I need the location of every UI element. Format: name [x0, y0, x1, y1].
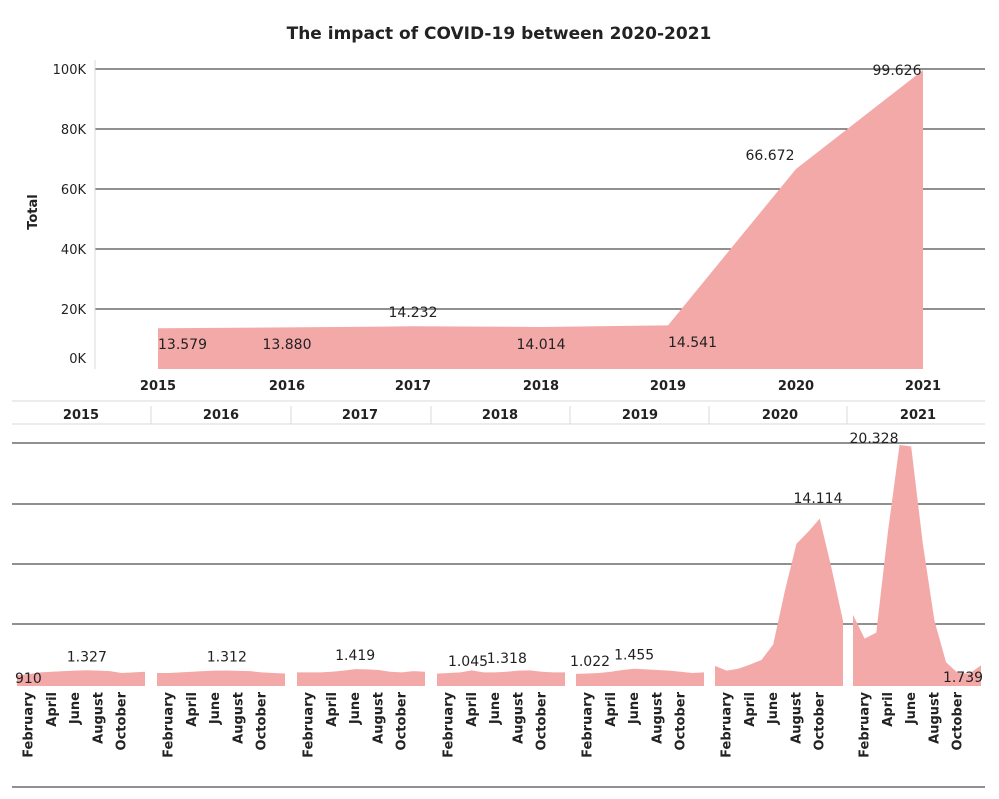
month-area-2019	[576, 668, 704, 686]
year-header: 2016	[203, 408, 239, 423]
month-tick-label: October	[674, 691, 689, 750]
month-data-label: 1.739	[943, 670, 983, 686]
y-tick-label: 40K	[61, 243, 87, 258]
month-data-label: 1.455	[614, 648, 654, 664]
month-tick-label: October	[395, 691, 410, 750]
month-tick-label: June	[348, 692, 363, 725]
top-chart: 0K 20K 40K 60K 80K 100K Total 2015 2016 2017 2018 2…	[12, 60, 985, 402]
x-tick-label: 2019	[650, 379, 686, 394]
month-data-label: 14.114	[794, 491, 843, 507]
month-tick-label: August	[927, 692, 942, 744]
x-tick-label: 2018	[523, 379, 559, 394]
month-data-label: 1.318	[487, 651, 527, 667]
month-tick-label: June	[904, 692, 919, 725]
month-tick-label: August	[650, 692, 665, 744]
month-tick-label: April	[325, 692, 340, 727]
month-area-2021	[853, 444, 981, 686]
year-header: 2015	[63, 408, 99, 423]
month-tick-label: October	[535, 691, 550, 750]
month-tick-label: April	[45, 692, 60, 727]
month-tick-label: October	[255, 691, 270, 750]
month-tick-label: October	[951, 691, 966, 750]
month-tick-label: August	[511, 692, 526, 744]
y-tick-label: 60K	[61, 183, 87, 198]
bottom-chart: 2015 February April June August October 2016 Fe…	[12, 406, 985, 788]
y-axis-title: Total	[26, 194, 41, 230]
month-tick-label: August	[231, 692, 246, 744]
y-tick-label: 100K	[53, 63, 87, 78]
month-tick-label: April	[743, 692, 758, 727]
month-tick-label: April	[465, 692, 480, 727]
data-label: 13.579	[158, 337, 207, 353]
year-header: 2021	[900, 408, 936, 423]
month-data-label: 1.312	[207, 649, 247, 665]
month-tick-label: February	[162, 691, 177, 757]
month-data-label: 1.419	[335, 648, 375, 664]
month-area-2016	[157, 670, 285, 686]
data-label: 14.541	[668, 335, 717, 351]
month-tick-label: February	[22, 691, 37, 757]
month-tick-label: April	[881, 692, 896, 727]
data-label: 14.014	[517, 337, 566, 353]
data-label: 14.232	[389, 305, 438, 321]
year-header: 2017	[342, 408, 378, 423]
month-tick-label: June	[627, 692, 642, 725]
year-header: 2019	[622, 408, 658, 423]
data-label: 13.880	[263, 337, 312, 353]
top-area-series	[158, 70, 923, 369]
data-label: 99.626	[873, 63, 922, 79]
month-tick-label: April	[185, 692, 200, 727]
chart-title: The impact of COVID-19 between 2020-2021	[287, 24, 712, 44]
x-tick-label: 2021	[905, 379, 941, 394]
month-tick-label: April	[604, 692, 619, 727]
y-tick-label: 20K	[61, 303, 87, 318]
year-header: 2018	[482, 408, 518, 423]
month-tick-label: October	[115, 691, 130, 750]
month-tick-label: February	[581, 691, 596, 757]
y-tick-label: 80K	[61, 123, 87, 138]
x-tick-label: 2017	[395, 379, 431, 394]
y-tick-label: 0K	[69, 352, 86, 367]
month-tick-label: June	[68, 692, 83, 725]
month-tick-label: February	[442, 691, 457, 757]
month-tick-label: June	[766, 692, 781, 725]
month-data-label: 910	[15, 671, 42, 687]
month-area-2020	[715, 518, 843, 686]
month-data-label: 20.328	[850, 431, 899, 447]
month-area-2017	[297, 669, 425, 686]
month-tick-label: October	[813, 691, 828, 750]
month-tick-label: August	[789, 692, 804, 744]
data-label: 66.672	[746, 148, 795, 164]
month-data-label: 1.045	[448, 654, 488, 670]
month-data-label: 1.327	[67, 649, 107, 665]
month-tick-label: June	[488, 692, 503, 725]
month-tick-label: February	[302, 691, 317, 757]
month-tick-label: February	[858, 691, 873, 757]
month-tick-label: February	[720, 691, 735, 757]
month-area-2015	[17, 670, 145, 686]
x-tick-label: 2020	[778, 379, 814, 394]
x-tick-label: 2016	[269, 379, 305, 394]
year-header: 2020	[762, 408, 798, 423]
month-tick-label: June	[208, 692, 223, 725]
month-area-2018	[437, 670, 565, 686]
month-tick-label: August	[91, 692, 106, 744]
x-tick-label: 2015	[140, 379, 176, 394]
month-tick-label: August	[371, 692, 386, 744]
month-data-label: 1.022	[570, 654, 610, 670]
